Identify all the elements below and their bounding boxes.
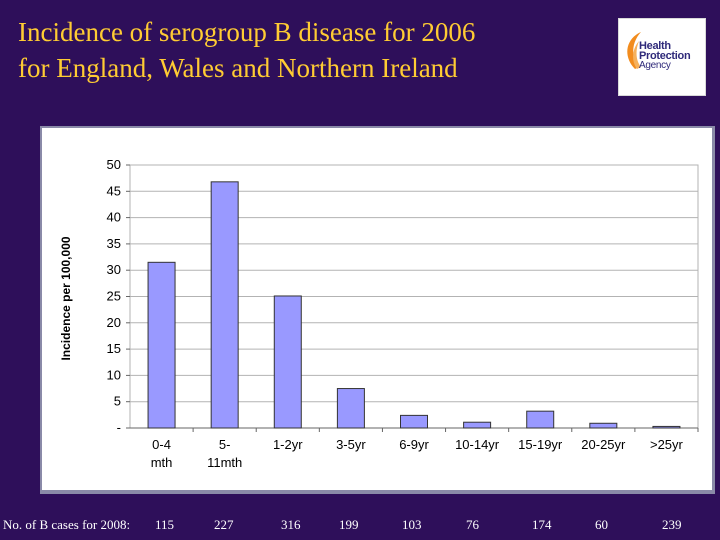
logo-line-1: Health xyxy=(639,40,671,52)
x-tick-label: 15-19yr xyxy=(518,437,563,452)
slide-title: Incidence of serogroup B disease for 200… xyxy=(18,14,598,86)
logo-wordmark: Health Protection Agency xyxy=(639,41,705,71)
bar xyxy=(273,295,302,429)
bar-chart: - 5 10 15 20 25 30 35 40 45 50 Incidence per 100,00… xyxy=(59,157,699,470)
chart-panel: - 5 10 15 20 25 30 35 40 45 50 Incidence per 100,00… xyxy=(42,128,712,490)
case-count-1: 227 xyxy=(214,517,234,532)
y-tick-label: - xyxy=(117,420,121,435)
case-count-8: 239 xyxy=(662,517,682,532)
y-tick-label: 45 xyxy=(107,183,121,198)
y-tick-label: 35 xyxy=(107,236,121,251)
case-count-6: 174 xyxy=(532,517,552,532)
logo-line-3: Agency xyxy=(639,60,671,71)
bar xyxy=(463,421,492,429)
y-tick-label: 25 xyxy=(107,289,121,304)
case-count-2: 316 xyxy=(281,517,301,532)
title-line-2: for England, Wales and Northern Ireland xyxy=(18,53,458,83)
y-tick-label: 10 xyxy=(107,367,121,382)
y-tick-label: 40 xyxy=(107,210,121,225)
y-tick-label: 30 xyxy=(107,262,121,277)
x-tick-label: 5- xyxy=(219,437,231,452)
case-count-0: 115 xyxy=(155,517,175,532)
x-tick-label: 11mth xyxy=(207,455,242,470)
x-tick-label: 20-25yr xyxy=(581,437,626,452)
case-count-label: No. of B cases for 2008: xyxy=(3,517,131,532)
case-count-4: 103 xyxy=(402,517,422,532)
y-tick-label: 15 xyxy=(107,341,121,356)
x-tick-label: 6-9yr xyxy=(399,437,429,452)
y-tick-label: 50 xyxy=(107,157,121,172)
x-tick-label: 3-5yr xyxy=(336,437,366,452)
case-count-5: 76 xyxy=(466,517,479,532)
x-tick-label: >25yr xyxy=(650,437,684,452)
title-line-1: Incidence of serogroup B disease for 200… xyxy=(18,17,476,47)
y-tick-label: 5 xyxy=(114,394,121,409)
hpa-logo: Health Protection Agency xyxy=(618,18,706,96)
bar xyxy=(589,422,618,429)
y-tick-label: 20 xyxy=(107,315,121,330)
bar xyxy=(210,181,239,429)
bar xyxy=(147,261,176,429)
bar xyxy=(526,410,555,429)
y-axis-label: Incidence per 100,000 xyxy=(59,236,73,360)
x-tick-label: 10-14yr xyxy=(455,437,500,452)
bar xyxy=(652,425,681,429)
x-tick-label: mth xyxy=(151,455,173,470)
bar xyxy=(336,388,365,429)
logo-line-2: Protection xyxy=(639,50,691,62)
case-count-3: 199 xyxy=(339,517,359,532)
case-count-row: No. of B cases for 2008: 115 227 316 199… xyxy=(0,505,720,540)
case-count-7: 60 xyxy=(595,517,608,532)
logo-swoosh-icon xyxy=(627,32,641,69)
bar xyxy=(400,414,428,429)
x-tick-label: 0-4 xyxy=(152,437,171,452)
x-tick-label: 1-2yr xyxy=(273,437,303,452)
